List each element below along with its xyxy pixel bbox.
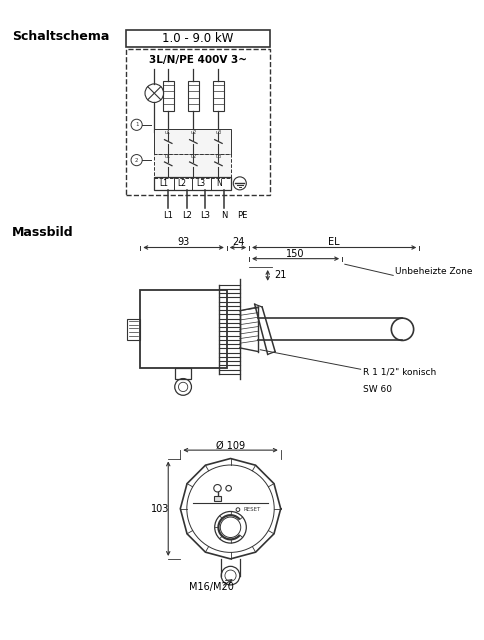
Text: Schaltschema: Schaltschema bbox=[12, 30, 109, 43]
Text: L3: L3 bbox=[196, 179, 205, 188]
Bar bbox=[126, 49, 271, 195]
Bar bbox=[188, 81, 199, 111]
Text: Unbeheizte Zone: Unbeheizte Zone bbox=[395, 267, 472, 276]
Text: 2: 2 bbox=[135, 157, 138, 163]
Text: u1: u1 bbox=[165, 154, 171, 159]
Text: L2: L2 bbox=[182, 211, 192, 220]
Text: RESET: RESET bbox=[243, 507, 261, 512]
Bar bbox=[140, 291, 227, 369]
Text: Massbild: Massbild bbox=[12, 226, 74, 239]
Text: PE: PE bbox=[238, 211, 248, 220]
Text: SW 60: SW 60 bbox=[363, 385, 393, 394]
Text: N: N bbox=[221, 211, 227, 220]
Text: 1: 1 bbox=[135, 122, 138, 127]
Text: L1: L1 bbox=[159, 179, 168, 188]
Text: M16/M20: M16/M20 bbox=[189, 582, 234, 592]
Bar bbox=[154, 177, 230, 190]
Text: u2: u2 bbox=[190, 154, 197, 159]
Bar bbox=[214, 496, 221, 501]
Bar bbox=[213, 81, 224, 111]
Bar bbox=[127, 319, 140, 340]
Text: 1.0 - 9.0 kW: 1.0 - 9.0 kW bbox=[162, 32, 234, 45]
Text: 103: 103 bbox=[151, 504, 169, 514]
Text: L3: L3 bbox=[200, 211, 211, 220]
Text: Ø 109: Ø 109 bbox=[216, 440, 245, 451]
Text: L1: L1 bbox=[163, 211, 173, 220]
Text: u2: u2 bbox=[190, 130, 197, 135]
Text: 150: 150 bbox=[287, 249, 305, 259]
Bar bbox=[154, 154, 230, 178]
Text: N: N bbox=[216, 179, 222, 188]
Text: u3: u3 bbox=[215, 130, 222, 135]
Text: L2: L2 bbox=[178, 179, 187, 188]
Bar bbox=[175, 369, 192, 380]
Text: 21: 21 bbox=[274, 270, 287, 280]
Bar bbox=[163, 81, 174, 111]
Bar bbox=[154, 129, 230, 154]
Text: 24: 24 bbox=[232, 237, 244, 247]
Text: EL: EL bbox=[328, 237, 340, 247]
Text: u1: u1 bbox=[165, 130, 171, 135]
Text: 93: 93 bbox=[178, 237, 190, 247]
Text: 3L/N/PE 400V 3~: 3L/N/PE 400V 3~ bbox=[149, 55, 247, 65]
Bar bbox=[126, 30, 271, 47]
Text: u3: u3 bbox=[215, 154, 222, 159]
Text: R 1 1/2" konisch: R 1 1/2" konisch bbox=[363, 367, 436, 376]
